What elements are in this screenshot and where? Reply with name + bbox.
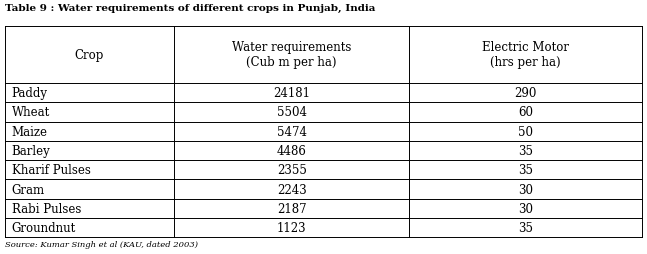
Text: 35: 35 <box>518 164 533 177</box>
Text: Paddy: Paddy <box>12 87 48 100</box>
Text: 30: 30 <box>518 202 533 215</box>
Text: Wheat: Wheat <box>12 106 50 119</box>
Text: Groundnut: Groundnut <box>12 221 76 234</box>
Text: 1123: 1123 <box>277 221 307 234</box>
Text: 290: 290 <box>514 87 537 100</box>
Text: 4486: 4486 <box>277 145 307 157</box>
Text: Table 9 : Water requirements of different crops in Punjab, India: Table 9 : Water requirements of differen… <box>5 4 375 13</box>
Text: Kharif Pulses: Kharif Pulses <box>12 164 91 177</box>
Text: Crop: Crop <box>75 49 104 62</box>
Text: Electric Motor
(hrs per ha): Electric Motor (hrs per ha) <box>482 41 569 69</box>
Text: Barley: Barley <box>12 145 50 157</box>
Text: 35: 35 <box>518 221 533 234</box>
Text: 5504: 5504 <box>277 106 307 119</box>
Text: 30: 30 <box>518 183 533 196</box>
Text: Rabi Pulses: Rabi Pulses <box>12 202 81 215</box>
Text: 50: 50 <box>518 125 533 138</box>
Text: Source: Kumar Singh et al (KAU, dated 2003): Source: Kumar Singh et al (KAU, dated 20… <box>5 240 198 248</box>
Text: 35: 35 <box>518 145 533 157</box>
Text: 2355: 2355 <box>277 164 307 177</box>
Text: 24181: 24181 <box>273 87 310 100</box>
Text: Maize: Maize <box>12 125 48 138</box>
Text: 2187: 2187 <box>277 202 307 215</box>
Text: 5474: 5474 <box>277 125 307 138</box>
Text: Gram: Gram <box>12 183 45 196</box>
Text: 60: 60 <box>518 106 533 119</box>
Text: Water requirements
(Cub m per ha): Water requirements (Cub m per ha) <box>232 41 351 69</box>
Text: 2243: 2243 <box>277 183 307 196</box>
